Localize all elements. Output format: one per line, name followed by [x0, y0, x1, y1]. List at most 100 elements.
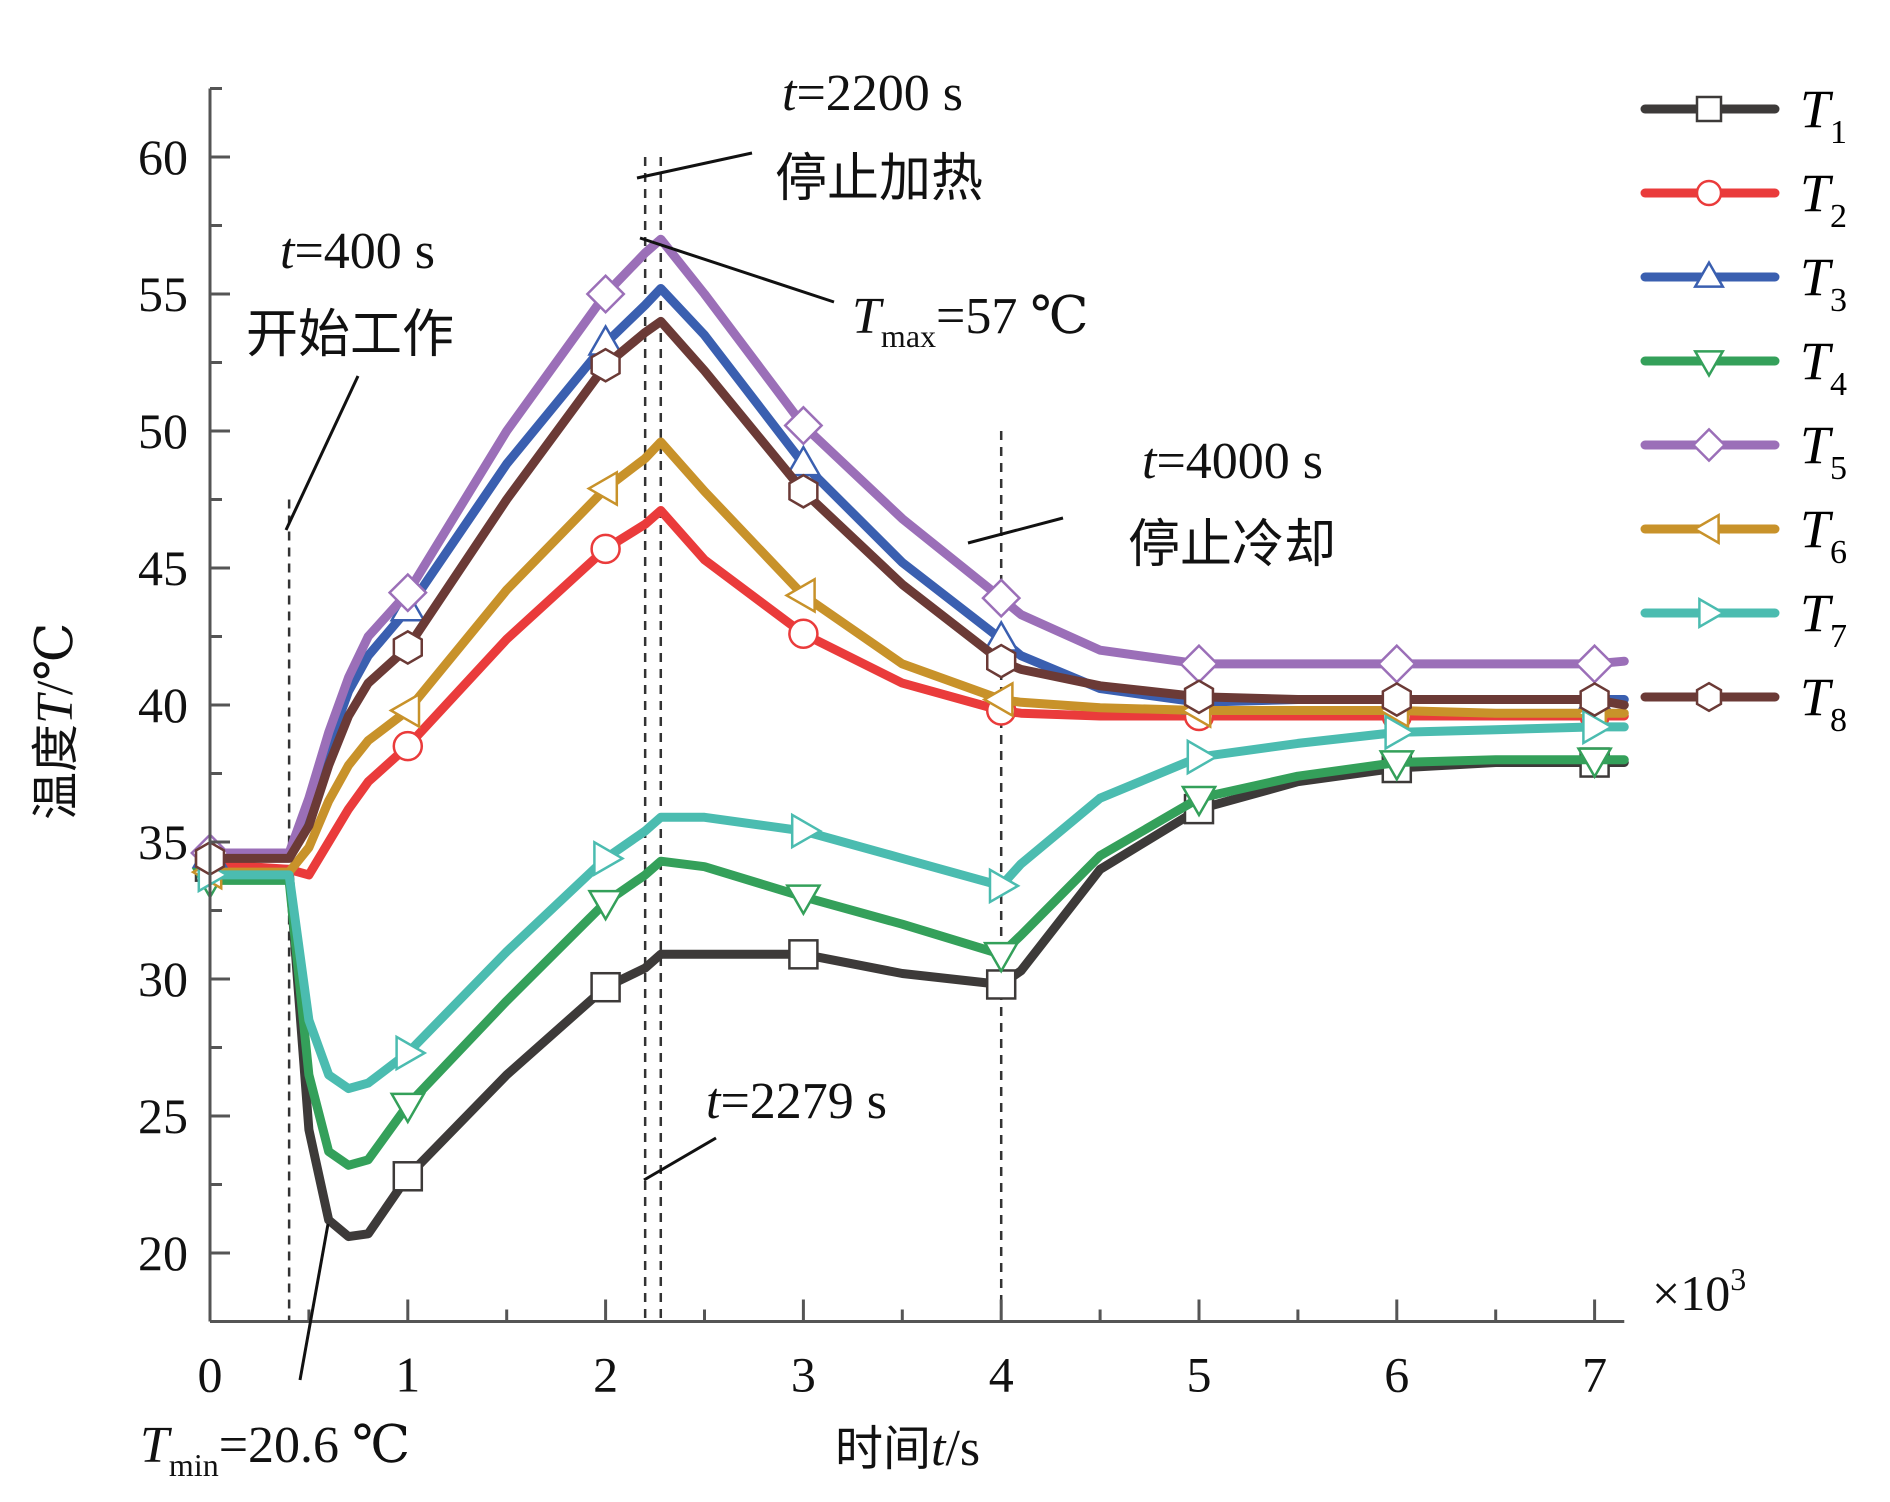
y-tick-label: 20 — [138, 1225, 188, 1281]
data-point-T1 — [985, 969, 1017, 1000]
x-tick-label: 1 — [395, 1347, 420, 1403]
leader-line-start — [284, 375, 360, 531]
legend-marker-diamond — [1691, 427, 1727, 463]
legend-item-T7: T7 — [1640, 583, 1847, 655]
annotation-tmax: Tmax=57 ℃ — [639, 236, 1089, 354]
x-tick-label: 2 — [593, 1347, 618, 1403]
legend-item-T3: T3 — [1640, 247, 1847, 319]
series-T1 — [194, 747, 1629, 1242]
annotation-start-time: t=400 s — [280, 223, 435, 280]
series-line-T7 — [205, 722, 1629, 1094]
annotation-stop-heat-label: 停止加热 — [775, 149, 983, 209]
series-T4 — [191, 747, 1629, 1170]
data-point-T6 — [981, 681, 1014, 718]
legend-label: T4 — [1800, 331, 1847, 403]
x-multiplier: ×103 — [1652, 1261, 1746, 1321]
annotation-tmin-text: Tmin=20.6 ℃ — [140, 1417, 410, 1483]
data-point-T4 — [1576, 747, 1613, 780]
legend-marker-triangle-left — [1692, 513, 1720, 545]
x-tick-label: 0 — [198, 1347, 223, 1403]
y-tick-label: 45 — [138, 540, 188, 596]
y-tick-label: 30 — [138, 951, 188, 1007]
data-point-T4 — [389, 1092, 427, 1125]
legend-marker-square — [1695, 95, 1723, 123]
legend-label: T1 — [1800, 79, 1847, 151]
legend: T1 T2 T3 T4 T5 T6 T7 T8 — [1640, 79, 1847, 739]
legend-marker-triangle-up — [1693, 260, 1725, 288]
annotation-peak-time: t=2279 s — [643, 1073, 887, 1182]
data-point-T8 — [590, 347, 621, 383]
legend-item-T5: T5 — [1640, 415, 1847, 487]
data-point-T5 — [1376, 643, 1417, 684]
data-point-T4 — [587, 889, 624, 922]
series-T5 — [190, 234, 1629, 873]
annotation-stop-heat-time: t=2200 s — [782, 65, 963, 122]
legend-label: T2 — [1800, 163, 1847, 235]
data-point-T7 — [395, 1034, 428, 1072]
legend-item-T1: T1 — [1640, 79, 1847, 151]
data-point-T5 — [981, 578, 1022, 619]
annotation-start-work: t=400 s 开始工作 — [246, 223, 454, 531]
data-point-T2 — [392, 730, 424, 762]
data-point-T8 — [788, 473, 819, 509]
data-point-T4 — [1378, 750, 1416, 782]
data-point-T7 — [1384, 714, 1417, 751]
data-point-T5 — [1179, 643, 1219, 684]
data-point-T7 — [593, 840, 625, 877]
legend-label: T6 — [1800, 499, 1847, 571]
y-tick-label: 40 — [138, 677, 188, 733]
series-T7 — [197, 708, 1629, 1094]
data-point-T5 — [585, 274, 626, 314]
data-point-T6 — [784, 577, 816, 614]
x-tick-label: 5 — [1187, 1347, 1212, 1403]
x-ticks: 0 1 2 3 4 5 6 7 — [198, 1299, 1607, 1403]
data-point-T1 — [392, 1161, 424, 1192]
x-tick-label: 6 — [1384, 1347, 1409, 1403]
data-point-T6 — [586, 470, 619, 507]
data-point-T6 — [388, 692, 421, 729]
data-point-T7 — [988, 867, 1021, 905]
x-tick-label: 7 — [1582, 1347, 1607, 1403]
annotation-tmin: Tmin=20.6 ℃ — [140, 1223, 410, 1483]
data-point-T8 — [1183, 679, 1215, 715]
series-line-T6 — [205, 437, 1629, 877]
annotation-stop-heating: t=2200 s 停止加热 — [636, 65, 983, 209]
annotation-tmax-text: Tmax=57 ℃ — [852, 288, 1089, 354]
series-group — [190, 234, 1629, 1242]
data-point-T8 — [986, 643, 1017, 679]
y-tick-label: 25 — [138, 1088, 188, 1144]
data-point-T5 — [783, 405, 824, 446]
data-point-T8 — [392, 629, 423, 666]
leader-line-stop-heat — [636, 151, 753, 180]
data-point-T8 — [1381, 681, 1412, 718]
data-point-T2 — [590, 533, 621, 565]
data-point-T4 — [982, 941, 1020, 974]
y-tick-label: 50 — [138, 403, 188, 459]
legend-label: T5 — [1800, 415, 1847, 487]
annotation-stop-cooling: t=4000 s 停止冷却 — [967, 433, 1336, 575]
data-point-T1 — [788, 939, 819, 970]
legend-marker-triangle-right — [1698, 597, 1726, 629]
series-line-T4 — [205, 755, 1629, 1170]
y-tick-label: 55 — [138, 266, 188, 322]
leader-line-stop-cool — [967, 516, 1064, 545]
series-line-T1 — [205, 758, 1629, 1242]
data-point-T2 — [788, 618, 819, 650]
data-point-T1 — [590, 971, 621, 1003]
annotation-peak-time-text: t=2279 s — [706, 1073, 887, 1130]
y-axis-title: 温度T/℃ — [27, 622, 84, 820]
y-tick-label: 60 — [138, 129, 188, 185]
data-point-T4 — [1180, 785, 1218, 818]
legend-item-T8: T8 — [1640, 667, 1847, 739]
data-point-T4 — [785, 884, 822, 917]
legend-marker-triangle-down — [1693, 350, 1725, 378]
data-point-T7 — [1186, 738, 1219, 776]
legend-label: T3 — [1800, 247, 1847, 319]
legend-label: T7 — [1800, 583, 1847, 655]
y-tick-label: 35 — [138, 814, 188, 870]
legend-marker-circle — [1695, 179, 1723, 207]
data-point-T5 — [1574, 643, 1615, 684]
y-ticks: 20 25 30 35 40 45 50 55 60 — [138, 87, 230, 1323]
data-point-T7 — [790, 812, 823, 850]
